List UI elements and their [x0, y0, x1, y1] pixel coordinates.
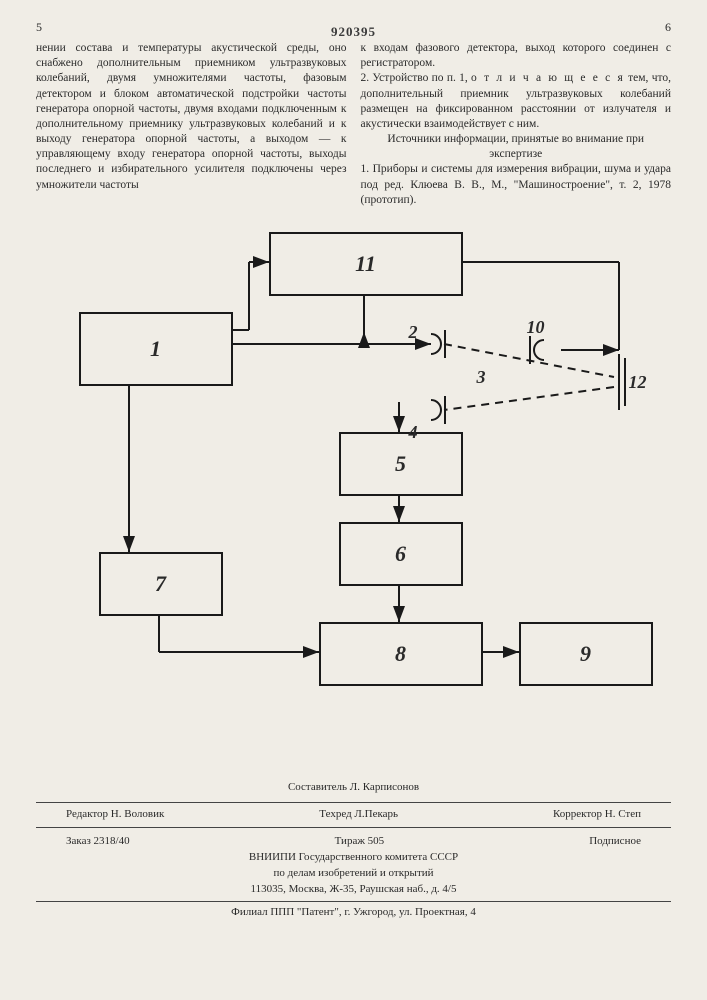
- claim2-spaced: о т л и ч а ю щ е е с я: [471, 72, 625, 84]
- document-number: 920395: [331, 24, 376, 40]
- block-diagram: 111567892103412: [39, 222, 669, 772]
- left-page-number: 5: [36, 20, 42, 35]
- diagram-svg: [39, 222, 669, 772]
- right-para-1: к входам фазового детектора, выход котор…: [361, 41, 672, 71]
- label-2: 2: [409, 322, 418, 343]
- block-8: 8: [319, 622, 483, 686]
- text-columns: нении состава и температуры акустической…: [36, 41, 671, 208]
- block-1: 1: [79, 312, 233, 386]
- footer: Составитель Л. Карписонов Редактор Н. Во…: [36, 780, 671, 921]
- label-12: 12: [629, 372, 647, 393]
- address: 113035, Москва, Ж-35, Раушская наб., д. …: [36, 882, 671, 898]
- branch: Филиал ППП "Патент", г. Ужгород, ул. Про…: [36, 901, 671, 921]
- source-1: 1. Приборы и системы для измерения вибра…: [361, 162, 672, 208]
- block-6: 6: [339, 522, 463, 586]
- right-column: к входам фазового детектора, выход котор…: [361, 41, 672, 208]
- order: Заказ 2318/40: [66, 834, 130, 850]
- credits-row: Редактор Н. Воловик Техред Л.Пекарь Корр…: [36, 802, 671, 823]
- org-line-2: по делам изобретений и открытий: [36, 866, 671, 882]
- print-row: Заказ 2318/40 Тираж 505 Подписное: [36, 834, 671, 850]
- subscribed: Подписное: [589, 834, 641, 850]
- corrector: Корректор Н. Степ: [553, 807, 641, 823]
- right-page-number: 6: [665, 20, 671, 35]
- label-4: 4: [409, 422, 418, 443]
- claim2-lead: 2. Устройство по п. 1,: [361, 72, 472, 84]
- right-para-2: 2. Устройство по п. 1, о т л и ч а ю щ е…: [361, 71, 672, 132]
- block-7: 7: [99, 552, 223, 616]
- editor: Редактор Н. Воловик: [66, 807, 164, 823]
- block-5: 5: [339, 432, 463, 496]
- block-11: 11: [269, 232, 463, 296]
- compiler: Составитель Л. Карписонов: [36, 780, 671, 796]
- label-10: 10: [527, 317, 545, 338]
- techred: Техред Л.Пекарь: [319, 807, 398, 823]
- page: 920395 5 6 нении состава и температуры а…: [0, 0, 707, 1000]
- tirazh: Тираж 505: [335, 834, 385, 850]
- block-9: 9: [519, 622, 653, 686]
- org-line-1: ВНИИПИ Государственного комитета СССР: [36, 850, 671, 866]
- sources-heading: Источники информации, принятые во вниман…: [361, 132, 672, 162]
- left-column-text: нении состава и температуры акустической…: [36, 41, 347, 193]
- left-column: нении состава и температуры акустической…: [36, 41, 347, 208]
- label-3: 3: [477, 367, 486, 388]
